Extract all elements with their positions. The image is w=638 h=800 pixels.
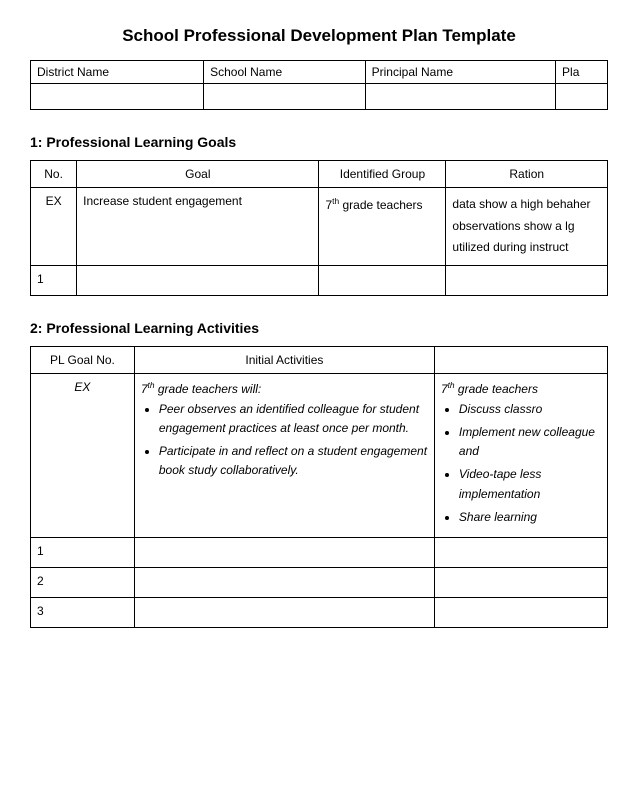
activities-col-no: PL Goal No. bbox=[31, 346, 135, 373]
header-cell bbox=[31, 84, 204, 110]
header-col-pla: Pla bbox=[556, 61, 608, 84]
activities-ex-initial: 7th grade teachers will: Peer observes a… bbox=[134, 373, 434, 537]
goals-col-no: No. bbox=[31, 161, 77, 188]
goals-example-row: EX Increase student engagement 7th grade… bbox=[31, 188, 608, 266]
goals-ex-ration: data show a high behaher observations sh… bbox=[446, 188, 608, 266]
activities-row1-c3 bbox=[434, 537, 607, 567]
activities-row3-c2 bbox=[134, 597, 434, 627]
activities-ex-no: EX bbox=[31, 373, 135, 537]
activities-row2-c2 bbox=[134, 567, 434, 597]
goals-ex-goal: Increase student engagement bbox=[77, 188, 319, 266]
goals-table: No. Goal Identified Group Ration EX Incr… bbox=[30, 160, 608, 296]
document-page: School Professional Development Plan Tem… bbox=[0, 0, 638, 648]
activities-header-row: PL Goal No. Initial Activities bbox=[31, 346, 608, 373]
act-ex-c2-suffix: grade teachers will: bbox=[155, 382, 262, 396]
act-ex-c3-suffix: grade teachers bbox=[455, 382, 538, 396]
header-cell bbox=[204, 84, 366, 110]
activities-row3-no: 3 bbox=[31, 597, 135, 627]
list-item: Participate in and reflect on a student … bbox=[159, 442, 428, 480]
goals-row1-no: 1 bbox=[31, 265, 77, 295]
goals-row-1: 1 bbox=[31, 265, 608, 295]
activities-row-1: 1 bbox=[31, 537, 608, 567]
activities-row1-c2 bbox=[134, 537, 434, 567]
page-title: School Professional Development Plan Tem… bbox=[30, 26, 608, 46]
activities-row2-no: 2 bbox=[31, 567, 135, 597]
goals-row1-ration bbox=[446, 265, 608, 295]
goals-ex-group: 7th grade teachers bbox=[319, 188, 446, 266]
activities-row3-c3 bbox=[434, 597, 607, 627]
header-info-table: District Name School Name Principal Name… bbox=[30, 60, 608, 110]
activities-ex-col3: 7th grade teachers Discuss classro Imple… bbox=[434, 373, 607, 537]
list-item: Discuss classro bbox=[459, 400, 601, 419]
activities-row2-c3 bbox=[434, 567, 607, 597]
section1-heading: 1: Professional Learning Goals bbox=[30, 134, 608, 150]
goals-row1-group bbox=[319, 265, 446, 295]
section2-heading: 2: Professional Learning Activities bbox=[30, 320, 608, 336]
goals-col-ration: Ration bbox=[446, 161, 608, 188]
activities-col-initial: Initial Activities bbox=[134, 346, 434, 373]
header-row-values bbox=[31, 84, 608, 110]
activities-col-3 bbox=[434, 346, 607, 373]
goals-col-group: Identified Group bbox=[319, 161, 446, 188]
goals-header-row: No. Goal Identified Group Ration bbox=[31, 161, 608, 188]
header-col-school: School Name bbox=[204, 61, 366, 84]
header-cell bbox=[365, 84, 555, 110]
act-ex-c3-prefix: 7 bbox=[441, 382, 448, 396]
act-ex-c2-sup: th bbox=[148, 380, 155, 390]
activities-table: PL Goal No. Initial Activities EX 7th gr… bbox=[30, 346, 608, 628]
activities-row-3: 3 bbox=[31, 597, 608, 627]
list-item: Share learning bbox=[459, 508, 601, 527]
activities-example-row: EX 7th grade teachers will: Peer observe… bbox=[31, 373, 608, 537]
header-cell bbox=[556, 84, 608, 110]
activities-row1-no: 1 bbox=[31, 537, 135, 567]
header-col-district: District Name bbox=[31, 61, 204, 84]
list-item: Implement new colleague and bbox=[459, 423, 601, 461]
goals-col-goal: Goal bbox=[77, 161, 319, 188]
list-item: Peer observes an identified colleague fo… bbox=[159, 400, 428, 438]
goals-ex-group-suffix: grade teachers bbox=[339, 198, 422, 212]
goals-ex-no: EX bbox=[31, 188, 77, 266]
activities-row-2: 2 bbox=[31, 567, 608, 597]
list-item: Video-tape less implementation bbox=[459, 465, 601, 503]
goals-row1-goal bbox=[77, 265, 319, 295]
act-ex-c3-sup: th bbox=[448, 380, 455, 390]
header-col-principal: Principal Name bbox=[365, 61, 555, 84]
activities-ex-col3-list: Discuss classro Implement new colleague … bbox=[459, 400, 601, 527]
activities-ex-initial-list: Peer observes an identified colleague fo… bbox=[159, 400, 428, 481]
act-ex-c2-prefix: 7 bbox=[141, 382, 148, 396]
header-row-labels: District Name School Name Principal Name… bbox=[31, 61, 608, 84]
